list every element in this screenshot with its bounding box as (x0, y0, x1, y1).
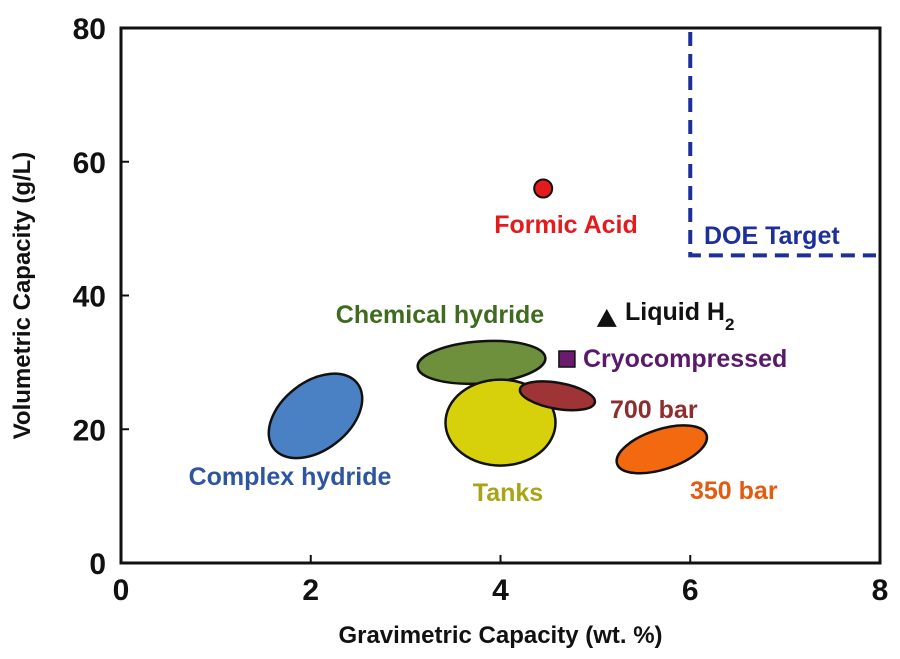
region-label: 350 bar (690, 477, 778, 505)
x-tick-label: 4 (492, 574, 509, 607)
doe-target-boundary (688, 32, 876, 258)
region-label: Chemical hydride (336, 301, 544, 329)
y-tick-label: 0 (89, 548, 106, 581)
region-700-bar (518, 380, 597, 412)
y-tick-label: 20 (73, 414, 106, 447)
point-label: Liquid H2 (625, 298, 734, 334)
region-350-bar (615, 424, 709, 475)
y-tick-label: 80 (73, 13, 106, 46)
doe-target-label: DOE Target (704, 222, 840, 250)
point-label: Formic Acid (494, 211, 638, 239)
x-tick-label: 6 (682, 574, 699, 607)
point-label: Cryocompressed (583, 345, 787, 373)
y-tick-label: 60 (73, 147, 106, 180)
region-label: 700 bar (610, 396, 698, 424)
region-chemical-hydride (416, 339, 547, 386)
y-axis-title: Volumetric Capacity (g/L) (9, 152, 36, 440)
x-tick-label: 2 (302, 574, 319, 607)
region-tanks (444, 378, 557, 467)
point-liquid-h2 (596, 308, 617, 327)
region-complex-hydride (267, 372, 364, 460)
region-label: Complex hydride (189, 463, 392, 491)
region-label: Tanks (473, 479, 543, 507)
axes: Gravimetric Capacity (wt. %) Volumetric … (9, 13, 888, 649)
point-formic-acid (533, 178, 554, 199)
x-axis-title: Gravimetric Capacity (wt. %) (338, 622, 662, 649)
x-tick-label: 8 (872, 574, 889, 607)
y-tick-label: 40 (73, 281, 106, 314)
point-cryocompressed (558, 350, 576, 368)
x-tick-label: 0 (113, 574, 130, 607)
plot-area: DOE Target Chemical hydride Complex hydrid… (189, 32, 876, 507)
